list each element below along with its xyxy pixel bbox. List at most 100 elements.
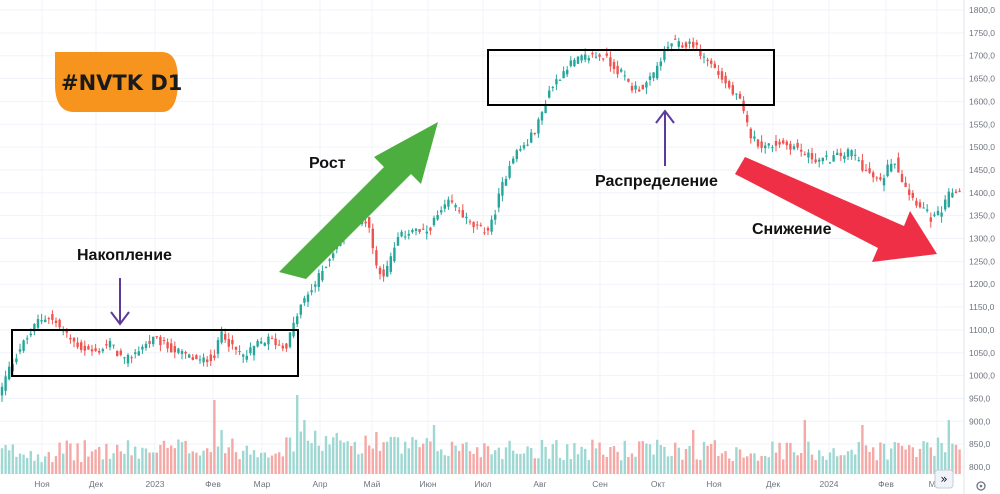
volume-bar xyxy=(404,441,407,474)
volume-bar xyxy=(461,443,464,474)
volume-bar xyxy=(677,447,680,474)
price-tick-label: 1400,0 xyxy=(969,188,995,198)
candle-body xyxy=(778,141,781,145)
time-tick-label: Окт xyxy=(651,479,665,489)
candle-body xyxy=(746,114,749,123)
candle-body xyxy=(936,210,940,216)
candle-body xyxy=(458,210,461,212)
volume-bar xyxy=(501,459,504,474)
volume-bar xyxy=(958,449,961,474)
candle-body xyxy=(857,160,860,162)
candle-body xyxy=(324,267,328,269)
time-tick-label: Дек xyxy=(766,479,780,489)
candle-body xyxy=(868,168,871,173)
volume-bar xyxy=(342,442,346,474)
volume-bar xyxy=(760,456,763,474)
candle-body xyxy=(854,154,857,156)
volume-bar xyxy=(76,443,79,474)
price-tick-label: 1450,0 xyxy=(969,165,995,175)
volume-bar xyxy=(850,449,853,474)
candle-body xyxy=(332,253,335,259)
candle-body xyxy=(108,340,112,348)
volume-bar xyxy=(630,453,634,474)
price-tick-label: 1250,0 xyxy=(969,256,995,266)
candle-body xyxy=(436,215,439,220)
volume-bar xyxy=(900,445,904,474)
volume-bar xyxy=(317,445,320,474)
candle-body xyxy=(296,316,299,325)
volume-bar xyxy=(386,441,389,474)
volume-bar xyxy=(170,445,173,474)
volume-bar xyxy=(108,458,112,474)
volume-bar xyxy=(468,451,472,474)
candle-body xyxy=(958,190,961,192)
candle-body xyxy=(155,336,158,338)
volume-bar xyxy=(612,446,616,474)
volume-bar xyxy=(227,447,230,474)
price-tick-label: 1800,0 xyxy=(969,5,995,15)
candle-body xyxy=(252,345,256,356)
volume-bar xyxy=(40,462,43,474)
volume-bar xyxy=(814,459,817,474)
volume-bar xyxy=(602,454,605,474)
candle-body xyxy=(926,209,929,211)
candle-body xyxy=(494,214,497,220)
volume-bar xyxy=(908,445,911,474)
volume-bar xyxy=(429,441,432,474)
volume-bar xyxy=(216,446,220,474)
candle-body xyxy=(479,224,482,226)
candle-body xyxy=(551,87,554,89)
volume-bar xyxy=(486,446,490,474)
volume-bar xyxy=(36,454,40,474)
volume-bar xyxy=(598,442,601,474)
candle-body xyxy=(587,58,590,61)
volume-bar xyxy=(544,446,547,474)
candle-body xyxy=(947,191,950,207)
candle-body xyxy=(33,323,36,332)
candle-body xyxy=(785,141,788,146)
volume-bar xyxy=(335,432,338,474)
candle-body xyxy=(814,159,817,163)
decline-arrow-icon xyxy=(735,157,937,262)
volume-bar xyxy=(519,453,522,474)
candle-body xyxy=(486,228,490,231)
volume-bar xyxy=(792,452,796,474)
volume-bar xyxy=(414,439,418,474)
candle-body xyxy=(911,192,914,198)
candle-body xyxy=(886,164,889,177)
candle-body xyxy=(378,267,382,275)
volume-bar xyxy=(706,445,709,474)
volume-bar xyxy=(886,459,889,474)
volume-bar xyxy=(263,452,266,474)
time-tick-label: Сен xyxy=(592,479,608,489)
volume-bar xyxy=(278,452,281,474)
candle-body xyxy=(576,56,580,64)
candle-body xyxy=(807,152,810,158)
time-tick-label: Фев xyxy=(878,479,894,489)
candle-body xyxy=(238,351,241,353)
volume-bar xyxy=(281,456,284,474)
candle-body xyxy=(414,228,418,231)
volume-bar xyxy=(591,439,594,474)
volume-bar xyxy=(447,455,450,474)
candle-body xyxy=(533,133,536,135)
candle-body xyxy=(933,214,936,216)
volume-bar xyxy=(627,457,630,474)
volume-bar xyxy=(825,459,828,474)
volume-bar xyxy=(875,460,878,474)
volume-bar xyxy=(324,436,328,474)
candle-body xyxy=(476,224,479,226)
scroll-to-realtime-button[interactable]: » xyxy=(934,469,954,489)
volume-bar xyxy=(695,459,698,474)
volume-bar xyxy=(18,453,22,474)
candle-body xyxy=(954,191,958,193)
candle-body xyxy=(800,149,803,152)
volume-bar xyxy=(764,455,767,474)
price-tick-label: 1700,0 xyxy=(969,51,995,61)
candle-body xyxy=(141,346,144,350)
volume-bar xyxy=(854,454,857,474)
settings-gear-icon[interactable] xyxy=(976,481,986,491)
volume-bar xyxy=(569,458,572,474)
candle-body xyxy=(569,60,572,66)
candle-body xyxy=(328,259,331,261)
